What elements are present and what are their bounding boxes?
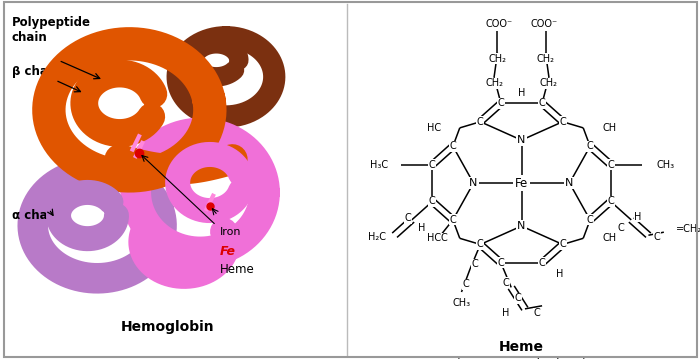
Text: CH₃: CH₃ — [452, 298, 470, 308]
Text: C: C — [449, 141, 456, 151]
Text: C: C — [654, 232, 660, 242]
Text: Fe: Fe — [220, 245, 235, 258]
Text: H: H — [518, 88, 525, 98]
Text: C: C — [441, 233, 448, 243]
Text: α chain: α chain — [12, 209, 60, 222]
Text: C: C — [498, 98, 504, 108]
Text: CH: CH — [602, 123, 616, 133]
Text: H: H — [634, 212, 642, 222]
Text: H₃C: H₃C — [370, 160, 388, 170]
Text: C: C — [503, 278, 510, 288]
Text: C: C — [533, 308, 540, 318]
Text: C: C — [477, 239, 484, 250]
Text: HC: HC — [427, 123, 441, 133]
Text: C: C — [608, 196, 614, 206]
Text: C: C — [587, 215, 594, 225]
Text: CH₂: CH₂ — [536, 54, 554, 64]
Text: CH₂: CH₂ — [540, 78, 558, 88]
Text: N: N — [566, 178, 574, 188]
Text: C: C — [472, 260, 479, 269]
Text: C: C — [539, 258, 545, 268]
Text: C: C — [559, 239, 566, 250]
Text: C: C — [449, 215, 456, 225]
Text: HC: HC — [427, 233, 441, 243]
Text: CH₃: CH₃ — [657, 160, 675, 170]
Text: C: C — [429, 160, 435, 170]
Text: Fe: Fe — [515, 177, 528, 190]
Text: C: C — [498, 258, 504, 268]
Text: Iron: Iron — [220, 227, 241, 237]
Text: H: H — [503, 308, 510, 318]
Text: C: C — [559, 117, 566, 127]
Text: C: C — [405, 213, 412, 223]
Text: COO⁻: COO⁻ — [486, 19, 513, 29]
Text: C: C — [608, 160, 614, 170]
Text: C: C — [477, 117, 484, 127]
Text: CH₂: CH₂ — [489, 54, 507, 64]
Text: N: N — [517, 135, 526, 145]
Text: =CH₂: =CH₂ — [676, 224, 700, 234]
Text: H₂C: H₂C — [368, 232, 386, 242]
Text: N: N — [469, 178, 477, 188]
Text: C: C — [539, 98, 545, 108]
Text: Polypeptide
chain: Polypeptide chain — [12, 16, 91, 44]
Text: C: C — [429, 196, 435, 206]
Text: COO⁻: COO⁻ — [530, 19, 557, 29]
Text: C: C — [463, 279, 469, 289]
Text: H: H — [556, 269, 563, 279]
Text: C: C — [617, 223, 624, 233]
Text: C: C — [514, 293, 522, 303]
Text: Heme: Heme — [220, 264, 254, 276]
Text: Hemoglobin: Hemoglobin — [121, 321, 215, 335]
Text: (Fe-protoporphyrin IX): (Fe-protoporphyrin IX) — [456, 358, 587, 359]
Text: H: H — [419, 223, 426, 233]
Text: CH₂: CH₂ — [485, 78, 503, 88]
Text: β chain: β chain — [12, 65, 60, 78]
Text: CH: CH — [602, 233, 616, 243]
Text: C: C — [587, 141, 594, 151]
Text: Heme: Heme — [499, 340, 544, 354]
Text: N: N — [517, 221, 526, 231]
